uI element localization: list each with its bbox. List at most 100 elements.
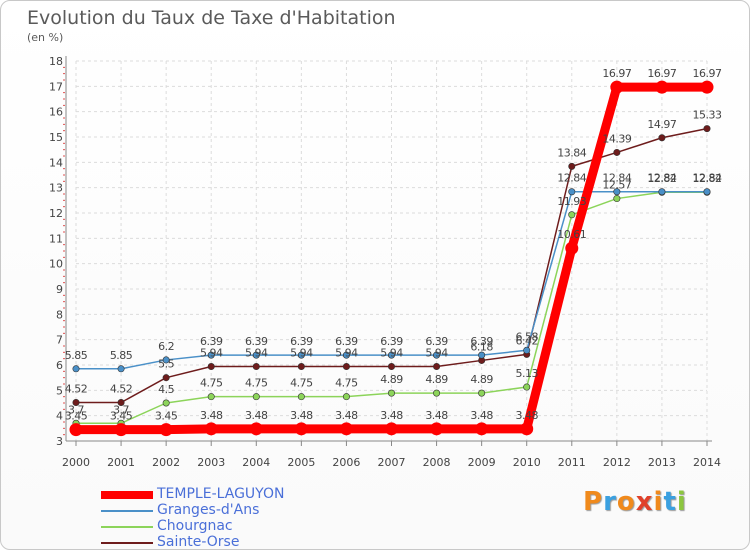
data-label: 5.94 xyxy=(335,347,358,360)
legend-swatch xyxy=(101,490,153,499)
data-label: 5.5 xyxy=(158,358,174,371)
data-label: 6.42 xyxy=(515,334,538,347)
legend-label: Chourgnac xyxy=(157,518,233,534)
series-lines xyxy=(69,80,714,437)
data-label: 5.94 xyxy=(245,347,268,360)
data-point xyxy=(478,351,486,359)
logo-letter: o xyxy=(616,487,636,517)
y-tick-label: 10 xyxy=(49,258,63,271)
x-tick-label: 2013 xyxy=(648,456,676,469)
data-point xyxy=(249,422,263,436)
y-tick-label: 4 xyxy=(56,410,63,423)
data-point xyxy=(700,80,714,94)
data-label: 5.94 xyxy=(290,347,313,360)
data-point xyxy=(655,80,669,94)
data-point xyxy=(207,393,215,401)
data-label: 3.48 xyxy=(335,409,358,422)
data-point xyxy=(387,389,395,397)
data-label: 12.84 xyxy=(693,172,722,185)
data-label: 4.75 xyxy=(290,377,313,390)
data-point xyxy=(610,80,624,94)
data-label: 4.52 xyxy=(65,382,88,395)
logo-letter: i xyxy=(676,487,687,517)
y-tick-label: 9 xyxy=(56,283,63,296)
data-point xyxy=(72,365,80,373)
data-label: 4.89 xyxy=(380,373,403,386)
x-tick-label: 2008 xyxy=(423,456,451,469)
y-tick-label: 16 xyxy=(49,106,63,119)
data-label: 5.94 xyxy=(380,347,403,360)
data-label: 16.97 xyxy=(647,67,676,80)
data-label: 12.84 xyxy=(602,172,631,185)
y-tick-label: 6 xyxy=(56,359,63,372)
data-label: 4.75 xyxy=(200,377,223,390)
data-label: 6.39 xyxy=(380,335,403,348)
proxiti-logo: Proxiti xyxy=(583,487,687,517)
chart-title: Evolution du Taux de Taxe d'Habitation xyxy=(27,7,396,29)
data-label: 6.39 xyxy=(425,335,448,348)
data-point xyxy=(162,356,170,364)
x-tick-label: 2000 xyxy=(62,456,90,469)
legend-swatch xyxy=(101,509,153,512)
data-point xyxy=(117,365,125,373)
data-label: 3.48 xyxy=(515,409,538,422)
data-point xyxy=(565,241,579,255)
y-tick-label: 15 xyxy=(49,131,63,144)
legend-item: Sainte-Orse xyxy=(101,534,240,550)
data-point xyxy=(568,162,576,170)
data-point xyxy=(613,188,621,196)
data-label: 12.57 xyxy=(602,179,631,192)
y-tick-label: 11 xyxy=(49,232,63,245)
y-tick-label: 17 xyxy=(49,80,63,93)
data-point xyxy=(430,422,444,436)
data-label: 11.93 xyxy=(557,195,586,208)
data-point xyxy=(387,351,395,359)
data-label: 6.39 xyxy=(245,335,268,348)
data-point xyxy=(342,351,350,359)
data-point xyxy=(703,188,711,196)
legend-label: TEMPLE-LAGUYON xyxy=(157,486,285,502)
logo-letter: t xyxy=(663,487,677,517)
data-point xyxy=(613,148,621,156)
legend-swatch xyxy=(101,525,153,528)
data-point xyxy=(297,393,305,401)
data-label: 3.7 xyxy=(113,403,129,416)
y-tick-label: 7 xyxy=(56,334,63,347)
data-label: 5.85 xyxy=(65,349,88,362)
data-label: 4.5 xyxy=(158,383,174,396)
data-point xyxy=(523,346,531,354)
data-label: 3.48 xyxy=(245,409,268,422)
data-point xyxy=(297,351,305,359)
data-point xyxy=(339,422,353,436)
data-point xyxy=(69,423,83,437)
logo-letter: i xyxy=(653,487,664,517)
legend-label: Sainte-Orse xyxy=(157,534,240,550)
data-point xyxy=(159,423,173,437)
x-tick-label: 2012 xyxy=(603,456,631,469)
data-label: 12.84 xyxy=(647,172,676,185)
data-point xyxy=(433,351,441,359)
x-tick-label: 2006 xyxy=(332,456,360,469)
y-tick-label: 18 xyxy=(49,55,63,68)
logo-letter: x xyxy=(635,487,654,517)
data-label: 3.7 xyxy=(68,403,84,416)
data-label: 3.48 xyxy=(470,409,493,422)
data-point xyxy=(658,134,666,142)
data-label: 4.52 xyxy=(110,382,133,395)
x-tick-label: 2004 xyxy=(242,456,270,469)
data-point xyxy=(387,363,395,371)
data-label: 3.48 xyxy=(425,409,448,422)
data-point xyxy=(297,363,305,371)
x-tick-label: 2007 xyxy=(378,456,406,469)
y-tick-label: 8 xyxy=(56,308,63,321)
x-tick-label: 2001 xyxy=(107,456,135,469)
data-label: 6.39 xyxy=(335,335,358,348)
data-point xyxy=(433,363,441,371)
tick-labels: 3 4 5 6 7 8 9 10 11 12 13 14 15 16 17 18 2000 2001 2002 200… xyxy=(49,55,721,469)
y-tick-label: 14 xyxy=(49,156,63,169)
data-point xyxy=(162,399,170,407)
data-point xyxy=(252,393,260,401)
data-label: 6.39 xyxy=(200,335,223,348)
